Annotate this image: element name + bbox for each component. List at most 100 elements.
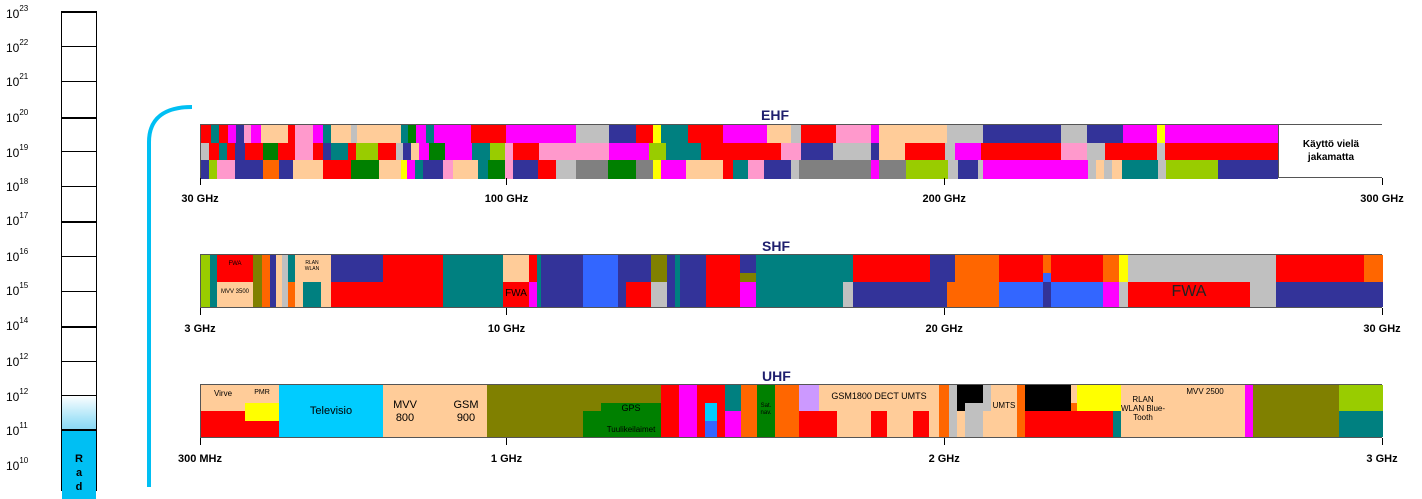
power-scale-tick [62, 11, 96, 13]
allocation-block [1157, 125, 1165, 143]
allocation-block [235, 143, 245, 160]
allocation-block [270, 282, 276, 307]
allocation-block [791, 125, 801, 143]
allocation-block [879, 125, 905, 143]
allocation-block [295, 125, 313, 143]
allocation-block [1105, 143, 1113, 160]
allocation-block [913, 411, 929, 437]
allocation-block [288, 255, 295, 282]
gsm900-label: GSM 900 [453, 399, 479, 424]
allocation-block [217, 282, 253, 307]
allocation-block [583, 255, 618, 282]
allocation-block [955, 282, 999, 307]
allocation-block [419, 143, 429, 160]
allocation-block [675, 255, 680, 282]
allocation-block [653, 160, 661, 179]
allocation-block [513, 160, 538, 179]
allocation-block [538, 160, 556, 179]
allocation-block [503, 255, 529, 282]
allocation-block [537, 282, 541, 307]
allocation-block [396, 143, 403, 160]
rlan-wlan-bluetooth-label: RLAN WLAN Blue-Tooth [1121, 395, 1166, 423]
allocation-block [905, 143, 945, 160]
allocation-block [313, 125, 323, 143]
allocation-block [781, 143, 801, 160]
power-scale-tick [62, 46, 96, 47]
allocation-block [1103, 255, 1119, 282]
allocation-block [791, 160, 799, 179]
allocation-block [666, 143, 701, 160]
allocation-block [999, 282, 1043, 307]
allocation-block [939, 411, 949, 437]
power-scale-label: 1012 [6, 352, 29, 369]
allocation-block [472, 143, 490, 160]
allocation-block [276, 255, 282, 282]
allocation-block [775, 385, 799, 411]
allocation-block [513, 143, 539, 160]
allocation-block [697, 385, 705, 411]
fwa-label: FWA [1171, 283, 1207, 300]
allocation-block [209, 160, 217, 179]
allocation-block [583, 282, 618, 307]
allocation-block [653, 125, 661, 143]
allocation-block [321, 255, 331, 282]
allocation-block [487, 411, 583, 437]
pmr-label: PMR [254, 389, 270, 396]
allocation-block [445, 385, 487, 411]
allocation-block [1122, 160, 1158, 179]
allocation-block [1165, 411, 1245, 437]
allocation-block [490, 143, 505, 160]
allocation-block [609, 125, 636, 143]
allocation-block [740, 282, 756, 307]
allocation-block [415, 160, 423, 179]
allocation-block [295, 282, 303, 307]
allocation-block [1245, 385, 1253, 411]
power-scale-tick [62, 81, 96, 82]
allocation-block [1051, 282, 1103, 307]
allocation-block [378, 143, 396, 160]
allocation-block [947, 125, 957, 143]
allocation-block [505, 143, 513, 160]
power-scale-label: 1016 [6, 247, 29, 264]
allocation-block [721, 143, 731, 160]
power-scale-label: 1018 [6, 177, 29, 194]
radio-label-char: R [75, 453, 83, 465]
allocation-block [1121, 385, 1165, 411]
allocation-block [957, 411, 965, 437]
allocation-block [948, 160, 958, 179]
power-scale-labels: 1023 1022 1021 1020 1019 1018 1017 1016 1015 1014… [0, 0, 60, 487]
allocation-block [263, 143, 278, 160]
allocation-block [576, 160, 608, 179]
allocation-block [871, 143, 879, 160]
power-scale-label: 1019 [6, 143, 29, 160]
sat-nav-label: Sat. nav. [760, 403, 772, 416]
allocation-block [253, 255, 262, 282]
allocation-block [706, 282, 740, 307]
allocation-block [323, 125, 331, 143]
allocation-block [1123, 125, 1157, 143]
allocation-block [1077, 411, 1113, 437]
allocation-block [583, 411, 601, 437]
allocation-block [1119, 282, 1128, 307]
axis-tick [199, 438, 201, 445]
allocation-block [251, 125, 261, 143]
allocation-block [748, 160, 764, 179]
allocation-block [1017, 411, 1025, 437]
allocation-block [947, 282, 955, 307]
allocation-block [408, 125, 416, 143]
allocation-block [445, 411, 487, 437]
allocation-block [649, 143, 666, 160]
allocation-block [295, 143, 313, 160]
axis-tick [943, 178, 945, 185]
allocation-block [740, 273, 756, 282]
allocation-block [723, 125, 767, 143]
allocation-block [401, 160, 407, 179]
allocation-block [279, 385, 383, 411]
allocation-block [688, 125, 723, 143]
allocation-block [1253, 411, 1339, 437]
allocation-block [741, 385, 757, 411]
allocation-block [939, 385, 949, 411]
allocation-block [723, 160, 733, 179]
allocation-block [1087, 125, 1123, 143]
allocation-block [983, 411, 991, 437]
